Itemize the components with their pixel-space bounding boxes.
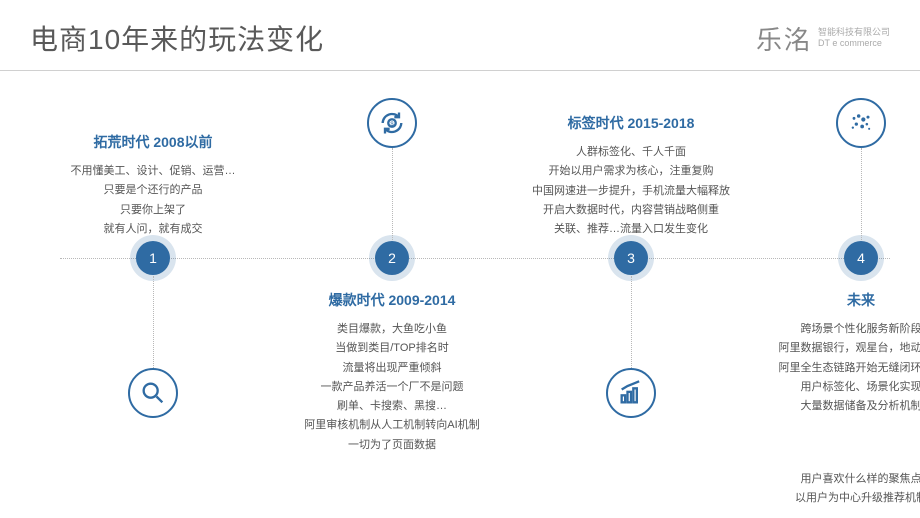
logo-sub2: DT e commerce: [818, 38, 890, 49]
footer-line: 用户喜欢什么样的聚焦点: [754, 470, 920, 489]
era-line: 开启大数据时代，内容营销战略侧重: [524, 201, 739, 220]
logo-mark: 乐洺: [756, 20, 812, 57]
search-icon: [128, 368, 178, 418]
era-line: 只要你上架了: [46, 201, 261, 220]
era-line: 跨场景个性化服务新阶段: [754, 320, 920, 339]
era-line: 阿里全生态链路开始无缝闭环实现: [754, 359, 920, 378]
era-title: 爆款时代 2009-2014: [285, 290, 500, 310]
timeline-node-2: 2: [375, 241, 409, 275]
era-line: 阿里数据银行，观星台，地动仪等: [754, 339, 920, 358]
era-line: 人群标签化、千人千面: [524, 143, 739, 162]
logo: 乐洺 智能科技有限公司 DT e commerce: [756, 20, 890, 57]
logo-sub1: 智能科技有限公司: [818, 27, 890, 38]
era-title: 标签时代 2015-2018: [524, 113, 739, 133]
connector: [631, 276, 632, 368]
refresh-dollar-icon: $: [367, 98, 417, 148]
era-line: 刷单、卡搜索、黑搜…: [285, 397, 500, 416]
footer-line: 以用户为中心升级推荐机制: [754, 489, 920, 508]
world-icon: [836, 98, 886, 148]
era-line: 类目爆款，大鱼吃小鱼: [285, 320, 500, 339]
timeline-node-4: 4: [844, 241, 878, 275]
timeline-node-1: 1: [136, 241, 170, 275]
timeline-node-3: 3: [614, 241, 648, 275]
timeline-axis: [60, 258, 890, 259]
era-line: 用户标签化、场景化实现: [754, 378, 920, 397]
era-title: 未来: [754, 290, 920, 310]
era-block-2: 爆款时代 2009-2014 类目爆款，大鱼吃小鱼当做到类目/TOP排名时流量将出…: [285, 290, 500, 455]
era-line: 只要是个还行的产品: [46, 181, 261, 200]
era-title: 拓荒时代 2008以前: [46, 132, 261, 152]
logo-sub: 智能科技有限公司 DT e commerce: [818, 27, 890, 49]
era-block-3: 标签时代 2015-2018 人群标签化、千人千面开始以用户需求为核心，注重复购中…: [524, 113, 739, 239]
page-title: 电商10年来的玩法变化: [30, 18, 324, 58]
era-line: 阿里审核机制从人工机制转向AI机制: [285, 416, 500, 435]
era-line: 不用懂美工、设计、促销、运营…: [46, 162, 261, 181]
era-line: 关联、推荐…流量入口发生变化: [524, 220, 739, 239]
chart-icon: [606, 368, 656, 418]
era-line: 当做到类目/TOP排名时: [285, 339, 500, 358]
connector: [861, 148, 862, 240]
era-block-4: 未来跨场景个性化服务新阶段阿里数据银行，观星台，地动仪等阿里全生态链路开始无缝闭…: [754, 290, 920, 416]
era-line: 一款产品养活一个厂不是问题: [285, 378, 500, 397]
era-line: 流量将出现严重倾斜: [285, 359, 500, 378]
header: 电商10年来的玩法变化 乐洺 智能科技有限公司 DT e commerce: [0, 0, 920, 71]
era-line: 大量数据储备及分析机制: [754, 397, 920, 416]
connector: [392, 148, 393, 240]
connector: [153, 276, 154, 368]
era-line: 一切为了页面数据: [285, 436, 500, 455]
era-block-1: 拓荒时代 2008以前不用懂美工、设计、促销、运营…只要是个还行的产品只要你上架…: [46, 132, 261, 239]
era-line: 开始以用户需求为核心，注重复购: [524, 162, 739, 181]
footer-block: 用户喜欢什么样的聚焦点以用户为中心升级推荐机制: [754, 470, 920, 507]
era-line: 就有人问，就有成交: [46, 220, 261, 239]
era-line: 中国网速进一步提升，手机流量大幅释放: [524, 182, 739, 201]
